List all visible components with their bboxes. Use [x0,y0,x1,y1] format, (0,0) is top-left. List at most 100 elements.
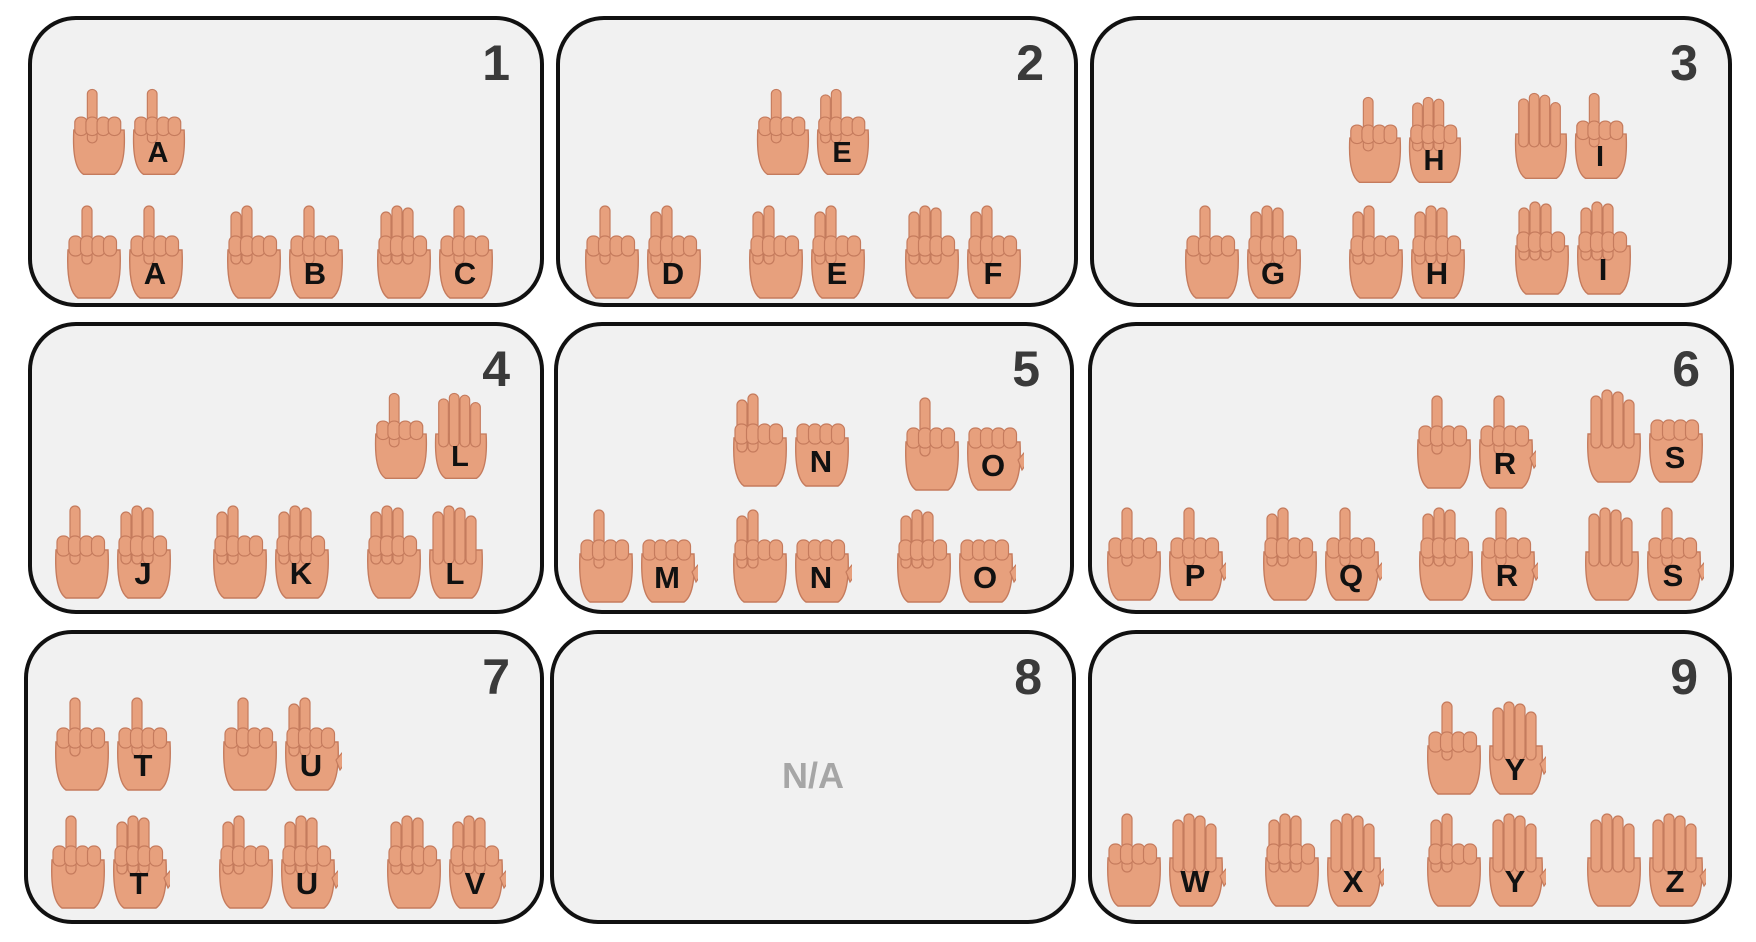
hand-icon [1574,92,1628,179]
hand-sign: V [382,808,506,912]
sign-letter: R [1493,446,1517,481]
hand-icon [967,427,1024,491]
hand-sign: F [900,198,1024,302]
panel-number: 5 [1012,341,1040,397]
hand-sign: M [574,502,698,606]
panel-number: 6 [1672,341,1700,397]
sign-letter: L [451,441,469,473]
hand-sign: S [1580,500,1704,604]
hand-icon [1427,813,1481,907]
hand-pair-drawing [1107,507,1226,601]
sign-letter: X [1342,864,1364,899]
hand-icon [1265,813,1319,907]
panel-number: 2 [1016,35,1044,91]
sign-letter: A [147,137,169,169]
hand-sign: J [50,498,174,602]
hand-icon [1587,813,1641,907]
hand-pair-drawing [1349,205,1465,299]
hand-icon [1515,201,1569,295]
sign-letter: Y [1504,864,1526,899]
sign-letter: P [1184,558,1206,593]
hand-pair-drawing [227,205,343,299]
hand-icon [367,505,421,599]
sign-letter: H [1425,256,1449,291]
sign-letter: O [972,560,998,595]
panel-number: 8 [1014,649,1042,705]
hand-pair-drawing [219,815,338,909]
hand-sign: Z [1582,806,1706,910]
hand-icon [1107,813,1161,907]
hand-sign: A [68,82,188,178]
hand-icon [281,815,338,909]
hand-pair-drawing [1514,92,1628,179]
hand-icon [1489,701,1546,795]
hand-icon [1417,395,1471,489]
hand-sign: R [1412,388,1536,492]
sign-letter: G [1260,256,1286,291]
hand-sign: O [892,502,1016,606]
hand-icon [1107,507,1161,601]
hand-pair-drawing [223,697,342,791]
hand-icon [1514,92,1568,179]
sign-letter: U [295,866,319,901]
panel-7: 7 T U T U V [24,630,544,924]
sign-letter: T [129,866,149,901]
sign-letter: O [980,448,1006,483]
hand-icon [1577,201,1631,295]
hand-icon [377,205,431,299]
hand-icon [1587,389,1641,483]
hand-icon [1419,507,1473,601]
hand-pair-drawing [1587,389,1703,483]
hand-pair-drawing [585,205,701,299]
hand-icon [959,539,1016,603]
hand-icon [647,205,701,299]
hand-sign: Y [1422,694,1546,798]
hand-icon [1489,813,1546,907]
hand-pair-drawing [733,509,852,603]
hand-pair-drawing [897,509,1016,603]
hand-sign: I [1510,86,1630,182]
hand-sign: T [50,690,174,794]
hand-icon [967,205,1021,299]
hand-icon [1263,507,1317,601]
hand-icon [579,509,633,603]
hand-sign: L [362,498,486,602]
hand-sign: O [900,390,1024,494]
hand-sign: L [370,386,490,482]
hand-icon [117,505,171,599]
panel-number: 7 [482,649,510,705]
hand-icon [1585,507,1639,601]
hand-icon [223,697,277,791]
hand-icon [213,505,267,599]
hand-icon [795,423,849,487]
sign-letter: A [143,256,167,291]
hand-pair-drawing [213,505,329,599]
hand-icon [117,697,171,791]
hand-icon [1408,96,1462,183]
hand-sign: B [222,198,346,302]
hand-icon [1481,507,1538,601]
hand-pair-drawing [1263,507,1382,601]
panel-3: 3 H I G H I [1090,16,1732,307]
hand-icon [1169,507,1226,601]
hand-icon [1169,813,1226,907]
sign-letter: M [654,560,680,595]
hand-pair-drawing [1427,813,1546,907]
panel-6: 6 R S P Q R S [1088,322,1734,614]
hand-icon [1247,205,1301,299]
panel-number: 9 [1670,649,1698,705]
hand-sign: P [1102,500,1226,604]
panel-5: 5 N O M N O [554,322,1074,614]
sign-letter: N [809,444,833,479]
hand-icon [227,205,281,299]
sign-letter: W [1180,864,1210,899]
hand-pair-drawing [1585,507,1704,601]
hand-sign: Y [1422,806,1546,910]
hand-sign: X [1260,806,1384,910]
hand-icon [51,815,105,909]
hand-icon [1649,419,1703,483]
hand-pair-drawing [756,88,870,175]
hand-pair-drawing [1587,813,1706,907]
hand-sign: U [218,690,342,794]
hand-sign: I [1510,194,1634,298]
